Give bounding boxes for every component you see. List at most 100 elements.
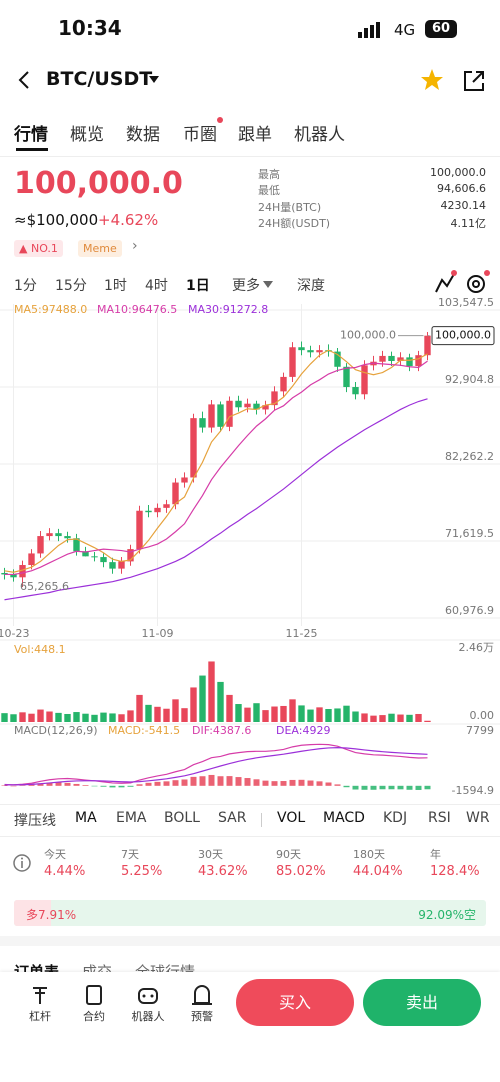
volume-bar	[280, 705, 287, 722]
candle-body	[334, 351, 341, 367]
macd-bar	[136, 784, 143, 786]
back-button[interactable]	[16, 70, 32, 90]
stat-label: 24H量(BTC)	[258, 201, 322, 214]
macd-bar	[163, 781, 170, 786]
rank-tag[interactable]: ▲ NO.1	[14, 240, 63, 257]
dropdown-icon[interactable]	[263, 281, 273, 289]
pair-title[interactable]: BTC/USDT	[46, 68, 153, 90]
tab[interactable]: 数据	[126, 125, 160, 145]
candle-body	[181, 477, 188, 483]
indicator-tab[interactable]: EMA	[116, 810, 147, 826]
macd-bar	[208, 774, 215, 786]
volume-bar	[271, 706, 278, 722]
return-label: 7天	[121, 848, 139, 861]
macd-bar	[145, 782, 152, 786]
indicator-tab[interactable]: KDJ	[383, 810, 408, 826]
volume-bar	[424, 720, 431, 722]
nav-icons	[33, 985, 212, 1005]
indicator-tab[interactable]: RSI	[428, 810, 451, 826]
chart-tools[interactable]	[434, 270, 494, 296]
candle-body	[316, 350, 323, 353]
indicator-tab[interactable]: BOLL	[164, 810, 200, 826]
sell-button[interactable]: 卖出	[363, 979, 481, 1026]
candle-body	[19, 565, 26, 578]
long-label: 多7.91%	[26, 908, 77, 922]
nav-item[interactable]: 合约	[83, 1010, 105, 1023]
macd-bar	[73, 783, 80, 786]
timeframe[interactable]: 深度	[297, 278, 325, 294]
candle-body	[55, 533, 62, 537]
macd-bar	[253, 779, 260, 786]
macd-bar	[262, 780, 269, 786]
buy-button[interactable]: 买入	[236, 979, 354, 1026]
info-icon[interactable]	[12, 853, 32, 873]
y-tick-label: 92,904.8	[445, 373, 494, 386]
y-tick-label: 0.00	[470, 709, 495, 722]
candle-body	[289, 347, 296, 377]
tab-underline	[16, 148, 48, 151]
tag[interactable]: Meme	[78, 240, 122, 257]
timeframe[interactable]: 1时	[104, 278, 127, 294]
volume-bar	[262, 710, 269, 722]
tab[interactable]: 机器人	[294, 125, 345, 145]
candle-body	[343, 366, 350, 388]
nav-item[interactable]: 预警	[191, 1010, 213, 1023]
indicator-tab[interactable]: 撑压线	[14, 813, 56, 829]
indicator-tab[interactable]: MACD	[323, 810, 365, 826]
tab[interactable]: 概览	[70, 125, 104, 145]
macd-bar	[316, 781, 323, 786]
macd-bar	[199, 776, 206, 786]
candle-body	[145, 510, 152, 513]
candle-body	[82, 551, 89, 557]
nav-item[interactable]: 杠杆	[29, 1010, 51, 1023]
legend-item: Vol:448.1	[14, 643, 66, 656]
tab[interactable]: 币圈	[183, 125, 217, 145]
price-change: +4.62%	[98, 211, 159, 229]
macd-bar	[37, 783, 44, 786]
tab[interactable]: 跟单	[238, 125, 272, 145]
volume-bar	[19, 712, 26, 722]
candle-body	[100, 557, 107, 563]
timeframe[interactable]: 15分	[55, 278, 87, 294]
volume-bar	[388, 713, 395, 722]
volume-bar	[37, 709, 44, 722]
volume-bar	[154, 706, 161, 722]
indicator-tab[interactable]: SAR	[218, 810, 247, 826]
min-label: 65,265.6	[20, 580, 69, 593]
more-arrow[interactable]: ›	[132, 238, 138, 254]
indicator-tab[interactable]: VOL	[277, 810, 306, 826]
last-price-label: 100,000.0	[435, 329, 491, 342]
volume-bar	[244, 707, 251, 722]
macd-bar	[118, 785, 125, 788]
macd-bar	[289, 779, 296, 786]
macd-bar	[1, 785, 8, 786]
nav-item[interactable]: 机器人	[131, 1010, 165, 1023]
candle-body	[208, 404, 215, 428]
indicator-tab[interactable]: MA	[75, 810, 97, 826]
tab[interactable]: 行情	[14, 125, 48, 145]
volume-bar	[226, 694, 233, 722]
legend-item: MA5:97488.0	[14, 303, 87, 316]
volume-bar	[181, 708, 188, 722]
volume-bar	[190, 687, 197, 722]
timeframe[interactable]: 1分	[14, 278, 37, 294]
candle-body	[190, 418, 197, 478]
volume-bar	[145, 704, 152, 722]
timeframe[interactable]: 更多	[232, 278, 260, 294]
legend-item: DEA:4929	[276, 724, 330, 737]
timeframe[interactable]: 1日	[186, 278, 210, 294]
return-label: 30天	[198, 848, 223, 861]
volume-bar	[352, 711, 359, 722]
volume-bar	[370, 715, 377, 722]
indicator-tab[interactable]: WR	[466, 810, 490, 826]
macd-bar	[379, 785, 386, 790]
share-icon[interactable]	[462, 69, 486, 93]
long-bar	[14, 900, 52, 926]
last-price: 100,000.0	[14, 166, 183, 201]
dropdown-icon[interactable]	[148, 75, 160, 85]
favorite-icon[interactable]	[420, 68, 444, 92]
candle-body	[379, 355, 386, 362]
return-label: 年	[430, 848, 441, 861]
y-tick-label: 7799	[466, 724, 494, 737]
timeframe[interactable]: 4时	[145, 278, 168, 294]
